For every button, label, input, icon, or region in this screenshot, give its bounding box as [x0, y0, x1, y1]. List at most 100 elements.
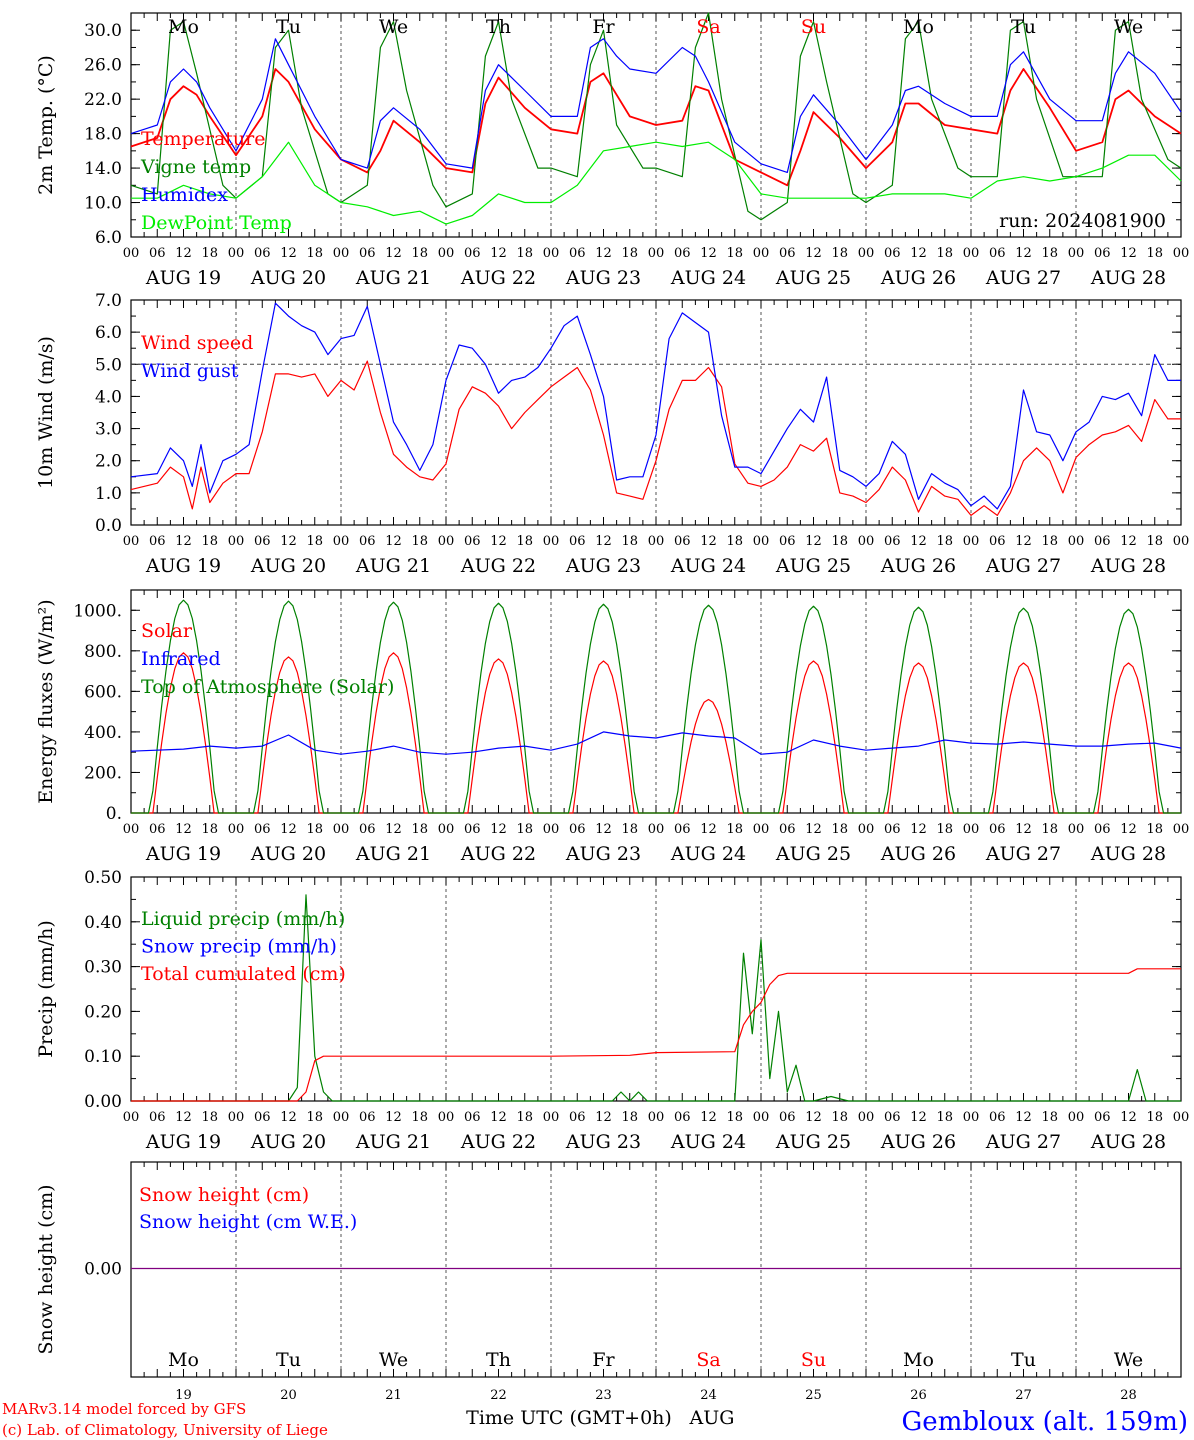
energy-hour-tick-label: 06 [779, 822, 796, 837]
energy-hour-tick-label: 12 [805, 822, 822, 837]
wind-legend-entry: Wind speed [141, 332, 253, 354]
temp-hour-tick-label: 06 [989, 246, 1006, 261]
wind-date-label: AUG 23 [565, 555, 641, 577]
precip-date-label: AUG 25 [775, 1131, 851, 1153]
energy-hour-tick-label: 06 [989, 822, 1006, 837]
weekday-label-top: Fr [592, 16, 615, 38]
precip-date-label: AUG 23 [565, 1131, 641, 1153]
temp-hour-tick-label: 06 [149, 246, 166, 261]
energy-hour-tick-label: 06 [149, 822, 166, 837]
day-number-label: 19 [175, 1388, 192, 1403]
temp-legend-entry: DewPoint Temp [141, 212, 292, 234]
precip-y-tick-label: 0.30 [84, 958, 122, 978]
precip-hour-tick-label: 12 [1015, 1110, 1032, 1125]
day-number-label: 27 [1015, 1388, 1032, 1403]
weekday-label-bottom: Tu [276, 1349, 301, 1371]
temp-hour-tick-label: 00 [648, 246, 665, 261]
wind-hour-tick-label: 12 [805, 534, 822, 549]
temp-hour-tick-label: 12 [385, 246, 402, 261]
temp-date-label: AUG 24 [670, 267, 746, 289]
energy-hour-tick-label: 18 [621, 822, 638, 837]
temp-date-label: AUG 27 [985, 267, 1061, 289]
temp-hour-tick-label: 18 [726, 246, 743, 261]
day-number-label: 28 [1120, 1388, 1137, 1403]
precip-hour-tick-label: 18 [1146, 1110, 1163, 1125]
energy-hour-tick-label: 18 [201, 822, 218, 837]
month-label: AUG [689, 1407, 735, 1429]
weekday-label-top: Sa [696, 16, 720, 38]
energy-date-label: AUG 19 [145, 843, 221, 865]
temp-hour-tick-label: 12 [175, 246, 192, 261]
energy-hour-tick-label: 12 [910, 822, 927, 837]
precip-series-line [131, 894, 1181, 1102]
precip-hour-tick-label: 18 [516, 1110, 533, 1125]
energy-hour-tick-label: 18 [1146, 822, 1163, 837]
energy-legend-entry: Top of Atmosphere (Solar) [141, 676, 394, 698]
snow-panel: 0.00 Snow height (cm) Snow height (cm) Snow… [35, 1161, 1182, 1403]
wind-hour-tick-label: 18 [1041, 534, 1058, 549]
precip-hour-tick-label: 00 [858, 1110, 875, 1125]
temp-hour-tick-label: 12 [595, 246, 612, 261]
wind-hour-tick-label: 00 [648, 534, 665, 549]
precip-hour-tick-label: 18 [726, 1110, 743, 1125]
wind-frame [130, 299, 1182, 526]
energy-date-label: AUG 21 [355, 843, 431, 865]
weekday-label-bottom: Mo [168, 1349, 199, 1371]
wind-hour-tick-label: 12 [1120, 534, 1137, 549]
temp-legend-entry: Vigne temp [140, 156, 251, 178]
precip-y-tick-label: 0.50 [84, 868, 122, 888]
temp-hour-tick-label: 18 [621, 246, 638, 261]
energy-hour-tick-label: 06 [254, 822, 271, 837]
precip-date-label: AUG 28 [1090, 1131, 1166, 1153]
precip-hour-tick-label: 18 [831, 1110, 848, 1125]
precip-hour-tick-label: 06 [359, 1110, 376, 1125]
temp-hour-tick-label: 00 [123, 246, 140, 261]
precip-hour-tick-label: 12 [1120, 1110, 1137, 1125]
temp-series-line [130, 12, 1182, 221]
precip-hour-tick-label: 12 [385, 1110, 402, 1125]
precip-date-label: AUG 20 [250, 1131, 326, 1153]
energy-date-label: AUG 24 [670, 843, 746, 865]
temp-hour-tick-label: 00 [543, 246, 560, 261]
precip-date-label: AUG 26 [880, 1131, 956, 1153]
energy-hour-tick-label: 06 [464, 822, 481, 837]
temp-date-label: AUG 26 [880, 267, 956, 289]
wind-hour-tick-label: 12 [700, 534, 717, 549]
wind-hour-tick-label: 00 [963, 534, 980, 549]
temp-hour-tick-label: 06 [254, 246, 271, 261]
temp-hour-tick-label: 12 [280, 246, 297, 261]
wind-hour-tick-label: 18 [936, 534, 953, 549]
energy-date-label: AUG 26 [880, 843, 956, 865]
precip-date-label: AUG 22 [460, 1131, 536, 1153]
day-number-label: 22 [490, 1388, 507, 1403]
energy-hour-tick-label: 00 [858, 822, 875, 837]
temp-series-line [130, 68, 1182, 187]
wind-y-tick-label: 5.0 [95, 355, 122, 375]
energy-hour-tick-label: 06 [1094, 822, 1111, 837]
precip-legend-entry: Liquid precip (mm/h) [141, 908, 345, 930]
precip-hour-tick-label: 18 [1041, 1110, 1058, 1125]
temp-date-label: AUG 25 [775, 267, 851, 289]
temp-hour-tick-label: 00 [438, 246, 455, 261]
wind-hour-tick-label: 06 [884, 534, 901, 549]
energy-hour-tick-label: 12 [1120, 822, 1137, 837]
precip-y-tick-label: 0.40 [84, 913, 122, 933]
wind-hour-tick-label: 06 [254, 534, 271, 549]
energy-hour-tick-label: 18 [726, 822, 743, 837]
wind-hour-tick-label: 00 [438, 534, 455, 549]
precip-legend-entry: Snow precip (mm/h) [141, 936, 337, 958]
temp-hour-tick-label: 18 [936, 246, 953, 261]
precip-hour-tick-label: 06 [254, 1110, 271, 1125]
energy-y-tick-label: 600. [84, 682, 122, 702]
panels: 6.0 10.0 14.0 18.0 22.0 26.0 30.0 2m Temp. (°C)… [35, 12, 1189, 1403]
weekday-label-top: Su [801, 16, 826, 38]
energy-y-tick-label: 400. [84, 723, 122, 743]
temp-hour-tick-label: 06 [779, 246, 796, 261]
energy-hour-tick-label: 00 [648, 822, 665, 837]
temp-hour-tick-label: 18 [411, 246, 428, 261]
wind-hour-tick-label: 06 [569, 534, 586, 549]
temp-hour-tick-label: 06 [464, 246, 481, 261]
temp-hour-tick-label: 00 [858, 246, 875, 261]
energy-hour-tick-label: 18 [1041, 822, 1058, 837]
